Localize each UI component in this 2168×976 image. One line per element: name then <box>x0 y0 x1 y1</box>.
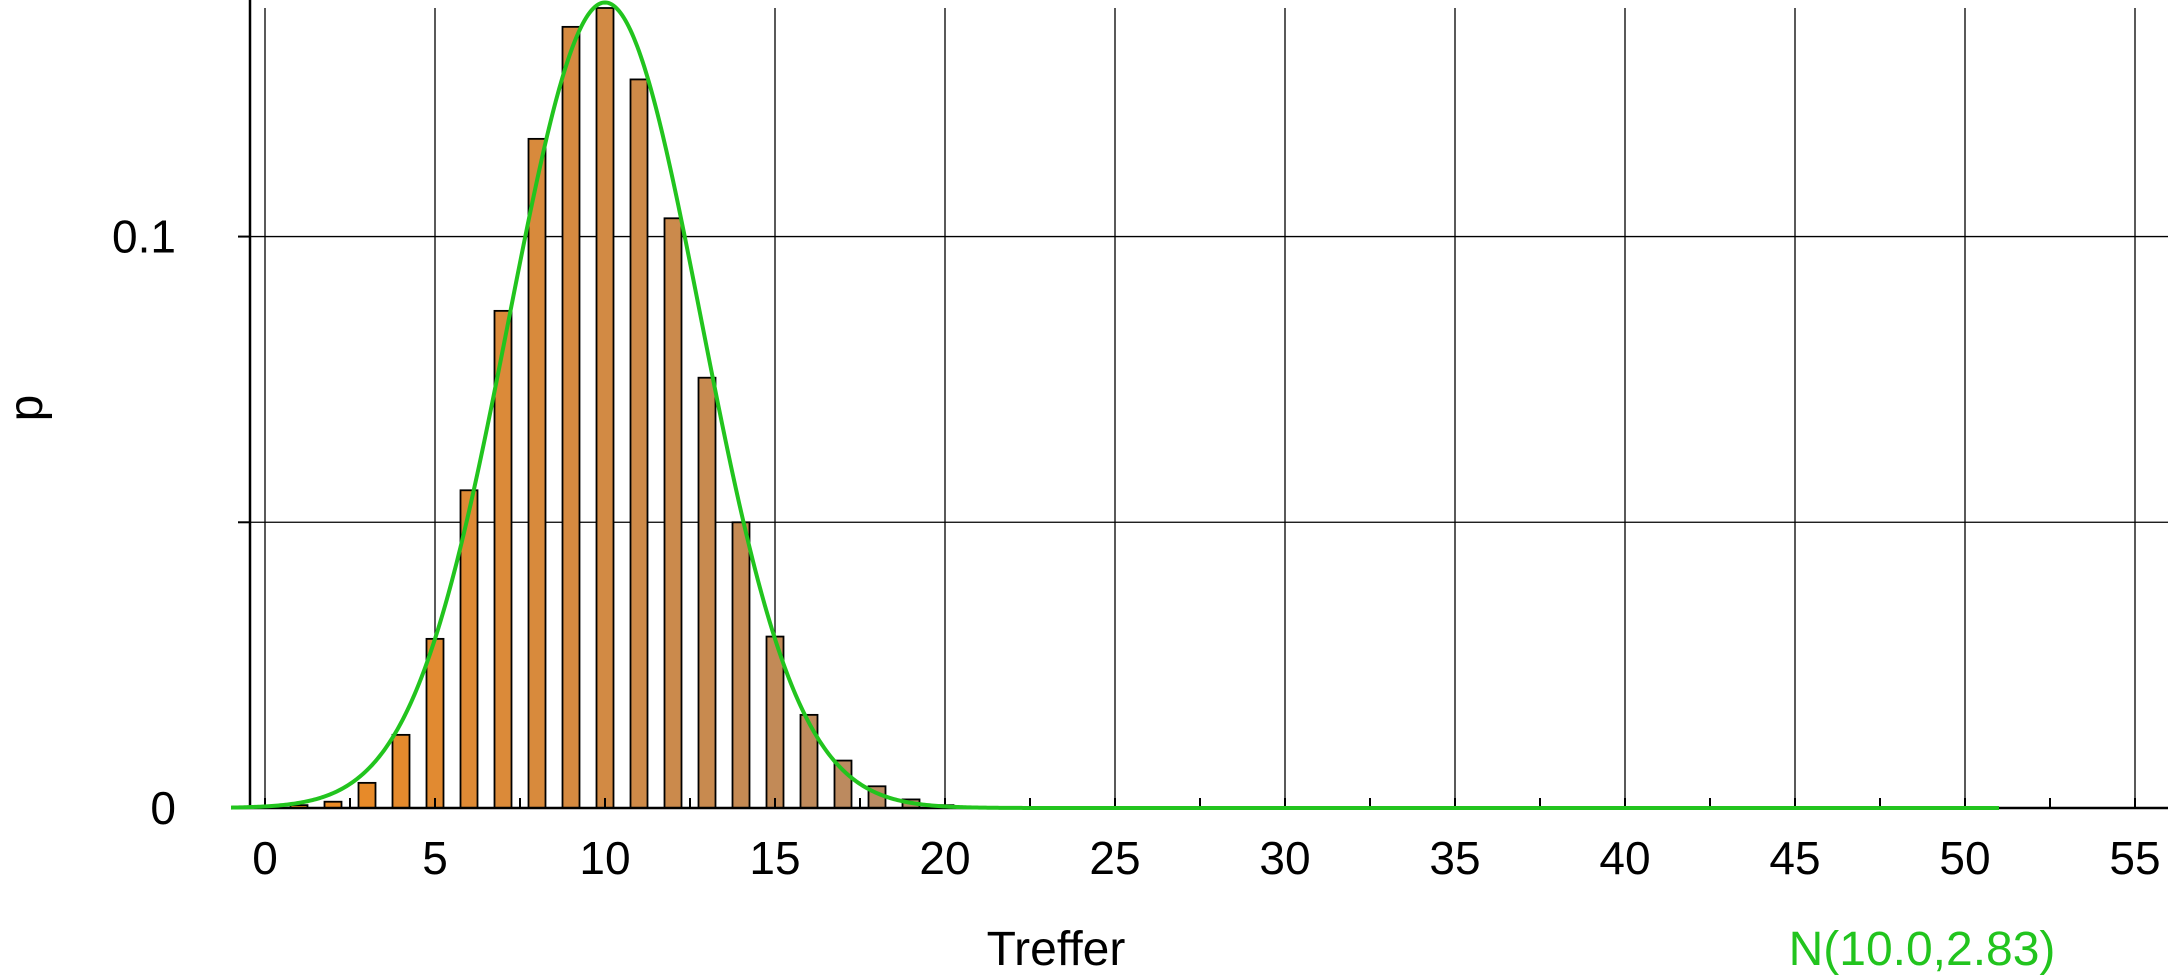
bar-9 <box>561 25 581 809</box>
x-tick-label-15: 15 <box>749 832 800 884</box>
bar-14 <box>731 521 751 809</box>
x-tick-label-5: 5 <box>422 832 448 884</box>
x-tick-label-30: 30 <box>1259 832 1310 884</box>
axes <box>232 0 2168 810</box>
bar-16 <box>799 713 819 809</box>
y-axis-title: p <box>0 395 53 422</box>
legend-normal-label: N(10.0,2.83) <box>1789 923 2056 976</box>
x-tick-label-0: 0 <box>252 832 278 884</box>
x-tick-label-35: 35 <box>1429 832 1480 884</box>
normal-curve <box>230 0 1999 810</box>
bars <box>255 7 955 809</box>
bar-4 <box>391 733 411 809</box>
bar-12 <box>663 217 683 809</box>
x-tick-label-20: 20 <box>919 832 970 884</box>
bar-5 <box>425 637 445 809</box>
x-axis-title: Treffer <box>987 923 1126 976</box>
y-tick-label-2: 0.1 <box>112 211 176 263</box>
x-tick-labels: 0 5 10 15 20 25 30 35 40 45 50 55 <box>252 832 2160 884</box>
x-tick-label-45: 45 <box>1769 832 1820 884</box>
x-tick-label-50: 50 <box>1939 832 1990 884</box>
bar-10 <box>595 7 615 809</box>
bar-11 <box>629 78 649 809</box>
x-tick-label-55: 55 <box>2109 832 2160 884</box>
x-tick-label-40: 40 <box>1599 832 1650 884</box>
y-tick-label-0: 0 <box>150 782 176 834</box>
x-tick-label-10: 10 <box>579 832 630 884</box>
bar-8 <box>527 137 547 809</box>
y-tick-labels: 00.1 <box>112 211 176 834</box>
bar-13 <box>697 376 717 809</box>
x-tick-label-25: 25 <box>1089 832 1140 884</box>
bar-3 <box>357 781 377 809</box>
